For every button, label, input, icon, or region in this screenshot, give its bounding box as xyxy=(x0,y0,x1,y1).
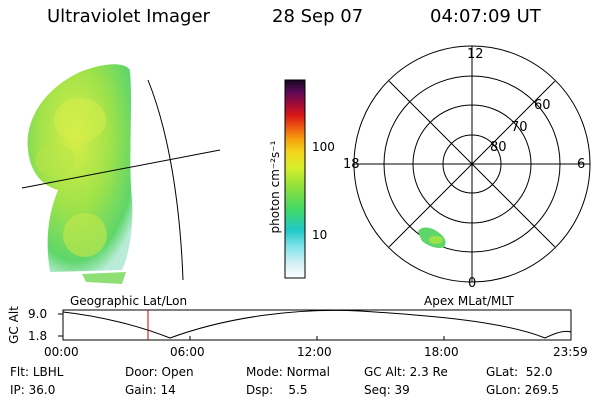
colorbar-tick-10: 10 xyxy=(312,228,328,242)
title: Ultraviolet Imager xyxy=(47,6,210,27)
polar-plot xyxy=(353,45,591,283)
mlt-label-12: 12 xyxy=(467,47,484,62)
status-ip: IP: 36.0 xyxy=(10,383,56,397)
lat-label-60: 60 xyxy=(534,98,551,113)
apex-label: Apex MLat/MLT xyxy=(424,294,514,308)
geographic-image xyxy=(21,64,221,284)
color-bar xyxy=(284,79,306,279)
date: 28 Sep 07 xyxy=(272,6,364,27)
status-gain: Gain: 14 xyxy=(125,383,176,397)
gc-alt-axis-label: GC Alt xyxy=(7,306,21,344)
lat-label-80: 80 xyxy=(490,140,507,155)
ytick-9: 9.0 xyxy=(28,307,48,321)
geographic-label: Geographic Lat/Lon xyxy=(70,294,188,308)
xtick-0000: 00:00 xyxy=(44,345,79,359)
ytick-1-8: 1.8 xyxy=(28,329,48,343)
time: 04:07:09 UT xyxy=(430,6,541,27)
lat-label-70: 70 xyxy=(511,120,528,135)
status-seq: Seq: 39 xyxy=(364,383,410,397)
status-glon: GLon: 269.5 xyxy=(486,383,559,397)
status-dsp: Dsp: 5.5 xyxy=(246,383,308,397)
mlt-label-6: 6 xyxy=(577,157,586,172)
status-mode: Mode: Normal xyxy=(246,365,330,379)
status-gc-alt: GC Alt: 2.3 Re xyxy=(364,365,448,379)
altitude-plot xyxy=(58,309,572,341)
xtick-0600: 06:00 xyxy=(170,345,205,359)
colorbar-label: photon cm⁻²s⁻¹ xyxy=(268,140,282,234)
xtick-1200: 12:00 xyxy=(297,345,332,359)
xtick-1800: 18:00 xyxy=(424,345,459,359)
xtick-2359: 23:59 xyxy=(553,345,588,359)
status-door: Door: Open xyxy=(125,365,194,379)
colorbar-tick-100: 100 xyxy=(312,140,335,154)
mlt-label-18: 18 xyxy=(343,157,360,172)
mlt-label-0: 0 xyxy=(468,276,477,291)
status-flt: Flt: LBHL xyxy=(10,365,64,379)
status-glat: GLat: 52.0 xyxy=(486,365,553,379)
